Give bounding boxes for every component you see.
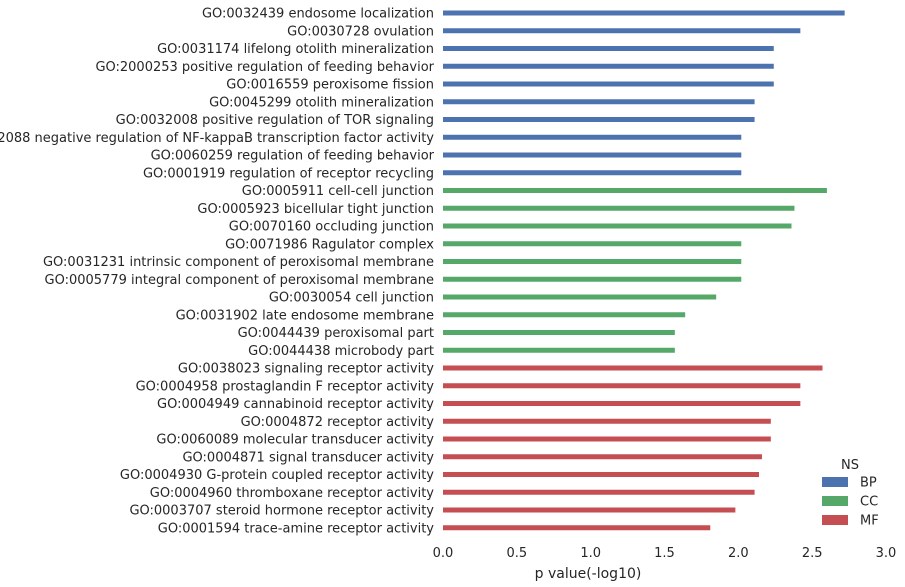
- legend-swatch-cc: [822, 496, 848, 506]
- legend-label-cc: CC: [860, 495, 878, 510]
- category-label: GO:0004872 receptor activity: [241, 415, 435, 430]
- bar-mf: [443, 454, 762, 460]
- x-tick-label: 1.0: [580, 546, 601, 561]
- bar-mf: [443, 383, 801, 389]
- category-label: GO:0003707 steroid hormone receptor acti…: [129, 504, 434, 519]
- bar-mf: [443, 525, 711, 531]
- category-label: GO:0060259 regulation of feeding behavio…: [151, 149, 435, 164]
- bar-mf: [443, 472, 760, 477]
- category-label: GO:0044438 microbody part: [248, 344, 434, 359]
- legend-swatch-bp: [822, 477, 848, 487]
- bar-bp: [443, 152, 742, 158]
- bar-bp: [443, 10, 845, 16]
- bar-mf: [443, 418, 771, 424]
- legend-swatch-mf: [822, 515, 848, 525]
- bar-bp: [443, 117, 755, 122]
- category-labels: GO:0032439 endosome localization GO:00307…: [0, 7, 435, 537]
- bar-bp: [443, 134, 742, 140]
- category-label: GO:0070160 occluding junction: [229, 220, 434, 235]
- category-label: GO:0005911 cell-cell junction: [242, 184, 434, 199]
- category-label: GO:0001919 regulation of receptor recycl…: [143, 166, 434, 181]
- legend-title: NS: [841, 458, 859, 473]
- bar-cc: [443, 347, 675, 353]
- category-label: GO:0031231 intrinsic component of peroxi…: [43, 255, 434, 270]
- bar-cc: [443, 205, 795, 211]
- bar-mf: [443, 436, 771, 442]
- category-label: GO:0004871 signal transducer activity: [182, 450, 434, 465]
- x-tick-label: 0.0: [433, 546, 454, 561]
- bar-cc: [443, 294, 717, 300]
- legend-label-mf: MF: [860, 514, 879, 529]
- x-axis-title: p value(-log10): [535, 566, 642, 582]
- bar-bp: [443, 28, 801, 34]
- bar-mf: [443, 507, 736, 513]
- category-label: GO:0031174 lifelong otolith mineralizati…: [157, 42, 434, 57]
- category-label: GO:0044439 peroxisomal part: [238, 326, 434, 341]
- bar-bp: [443, 170, 742, 176]
- legend-label-bp: BP: [860, 476, 877, 491]
- bar-cc: [443, 276, 742, 282]
- category-label: GO:0004958 prostaglandin F receptor acti…: [136, 379, 435, 394]
- legend: NS BP CC MF: [822, 458, 879, 529]
- bar-cc: [443, 188, 827, 193]
- category-label: GO:0001594 trace-amine receptor activity: [158, 521, 435, 536]
- category-label: GO:0004930 G-protein coupled receptor ac…: [120, 468, 434, 483]
- bar-cc: [443, 223, 792, 229]
- category-label: GO:0016559 peroxisome fission: [226, 78, 434, 93]
- category-label: GO:0030728 ovulation: [287, 24, 434, 39]
- bar-bp: [443, 46, 774, 51]
- category-label: GO:0045299 otolith mineralization: [209, 95, 434, 110]
- category-label: GO:0004960 thromboxane receptor activity: [150, 486, 435, 501]
- category-label: GO:0030054 cell junction: [269, 291, 434, 306]
- category-label: GO:2000253 positive regulation of feedin…: [95, 60, 434, 75]
- category-label: GO:0060089 molecular transducer activity: [156, 433, 434, 448]
- category-label: GO:0032088 negative regulation of NF-kap…: [0, 131, 434, 146]
- category-label: GO:0038023 signaling receptor activity: [178, 362, 434, 377]
- category-label: GO:0032008 positive regulation of TOR si…: [116, 113, 434, 128]
- x-axis: 0.0 0.5 1.0 1.5 2.0 2.5 3.0: [433, 546, 897, 561]
- bar-bp: [443, 99, 755, 105]
- x-tick-label: 0.5: [506, 546, 527, 561]
- bar-cc: [443, 241, 742, 247]
- category-label: GO:0031902 late endosome membrane: [176, 308, 434, 323]
- bar-cc: [443, 330, 675, 335]
- bar-mf: [443, 489, 755, 495]
- x-tick-label: 2.0: [728, 546, 749, 561]
- bars-layer: [443, 10, 845, 531]
- bar-cc: [443, 312, 686, 318]
- category-label: GO:0032439 endosome localization: [202, 7, 434, 22]
- category-label: GO:0004949 cannabinoid receptor activity: [157, 397, 434, 412]
- bar-mf: [443, 365, 823, 371]
- bar-bp: [443, 81, 774, 87]
- category-label: GO:0071986 Ragulator complex: [225, 237, 434, 252]
- bar-cc: [443, 259, 742, 264]
- bar-bp: [443, 63, 774, 69]
- category-label: GO:0005923 bicellular tight junction: [197, 202, 434, 217]
- category-label: GO:0005779 integral component of peroxis…: [45, 273, 434, 288]
- x-tick-label: 3.0: [876, 546, 897, 561]
- bar-mf: [443, 401, 801, 406]
- x-tick-label: 2.5: [802, 546, 823, 561]
- x-tick-label: 1.5: [654, 546, 675, 561]
